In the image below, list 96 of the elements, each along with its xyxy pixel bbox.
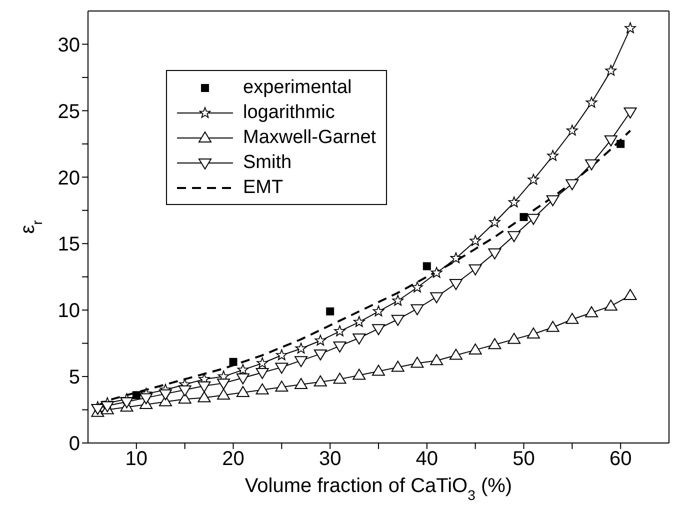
point: [372, 364, 385, 376]
point: [508, 231, 521, 242]
legend-label: experimental: [243, 76, 352, 98]
y-tick-label: 30: [58, 34, 80, 56]
point: [132, 391, 140, 400]
point: [294, 378, 308, 390]
point: [229, 358, 238, 366]
point: [605, 64, 617, 76]
x-tick-label: 30: [318, 448, 342, 470]
point: [314, 334, 326, 346]
point: [120, 397, 134, 408]
x-axis-title: Volume fraction of CaTiO$_{3}$ (%): [244, 475, 512, 503]
point: [352, 333, 366, 344]
point: [256, 383, 269, 394]
point: [275, 362, 288, 374]
legend-label: EMT: [243, 176, 284, 198]
point: [178, 385, 192, 396]
point: [489, 216, 500, 228]
point: [468, 343, 482, 354]
point: [470, 235, 482, 246]
point: [616, 140, 625, 148]
point: [566, 124, 578, 136]
point: [334, 325, 346, 336]
point: [236, 386, 250, 397]
point: [326, 307, 334, 316]
point: [256, 357, 268, 368]
point: [449, 278, 462, 290]
point: [412, 282, 423, 292]
point: [488, 338, 502, 350]
point: [508, 196, 520, 208]
point: [217, 388, 230, 400]
point: [547, 150, 558, 161]
point: [586, 96, 598, 108]
point: [140, 393, 153, 404]
y-tick-label: 5: [68, 366, 80, 389]
point: [372, 305, 384, 316]
point: [585, 306, 598, 318]
point: [392, 294, 404, 306]
point: [526, 214, 540, 225]
point: [410, 304, 424, 316]
y-tick-label: 10: [58, 300, 80, 322]
point: [275, 380, 288, 392]
point: [198, 381, 211, 392]
point: [372, 324, 385, 336]
point: [430, 354, 444, 366]
point: [450, 252, 462, 264]
point: [520, 213, 528, 222]
point: [566, 312, 579, 324]
legend-label: logarithmic: [243, 102, 335, 124]
point: [333, 341, 346, 352]
point: [256, 368, 269, 380]
point: [295, 342, 307, 354]
point: [585, 159, 598, 170]
point: [294, 356, 308, 368]
point: [546, 320, 560, 332]
x-tick-label: 40: [416, 448, 438, 470]
point: [526, 328, 540, 339]
point: [488, 248, 502, 260]
point: [276, 349, 288, 360]
point: [508, 332, 521, 344]
point: [604, 135, 618, 146]
point: [158, 389, 172, 400]
point: [217, 378, 230, 390]
point: [546, 195, 560, 206]
point: [198, 391, 211, 402]
point: [624, 22, 636, 34]
point: [449, 348, 462, 360]
x-tick-label: 10: [125, 448, 148, 470]
y-tick-label: 0: [68, 433, 80, 456]
point: [333, 372, 346, 384]
x-tick-label: 50: [512, 448, 535, 470]
point: [624, 288, 637, 300]
point: [236, 373, 250, 384]
point: [314, 349, 327, 360]
y-tick-label: 20: [58, 167, 80, 190]
point: [468, 264, 482, 276]
y-tick-label: 15: [58, 234, 80, 256]
x-tick-label: 20: [222, 448, 244, 470]
point: [604, 300, 618, 311]
point: [624, 108, 637, 119]
point: [237, 364, 249, 375]
point: [314, 375, 327, 386]
point: [430, 292, 444, 304]
point: [430, 266, 442, 278]
point: [391, 360, 404, 372]
point: [352, 368, 366, 380]
point: [422, 262, 431, 270]
legend-label: Maxwell-Garnet: [243, 126, 376, 148]
point: [353, 316, 365, 327]
point: [178, 392, 192, 404]
x-tick-label: 60: [609, 448, 632, 470]
point: [410, 356, 424, 368]
y-tick-label: 25: [58, 100, 80, 123]
point: [528, 174, 540, 185]
point: [391, 314, 404, 326]
legend-label: Smith: [243, 152, 292, 174]
